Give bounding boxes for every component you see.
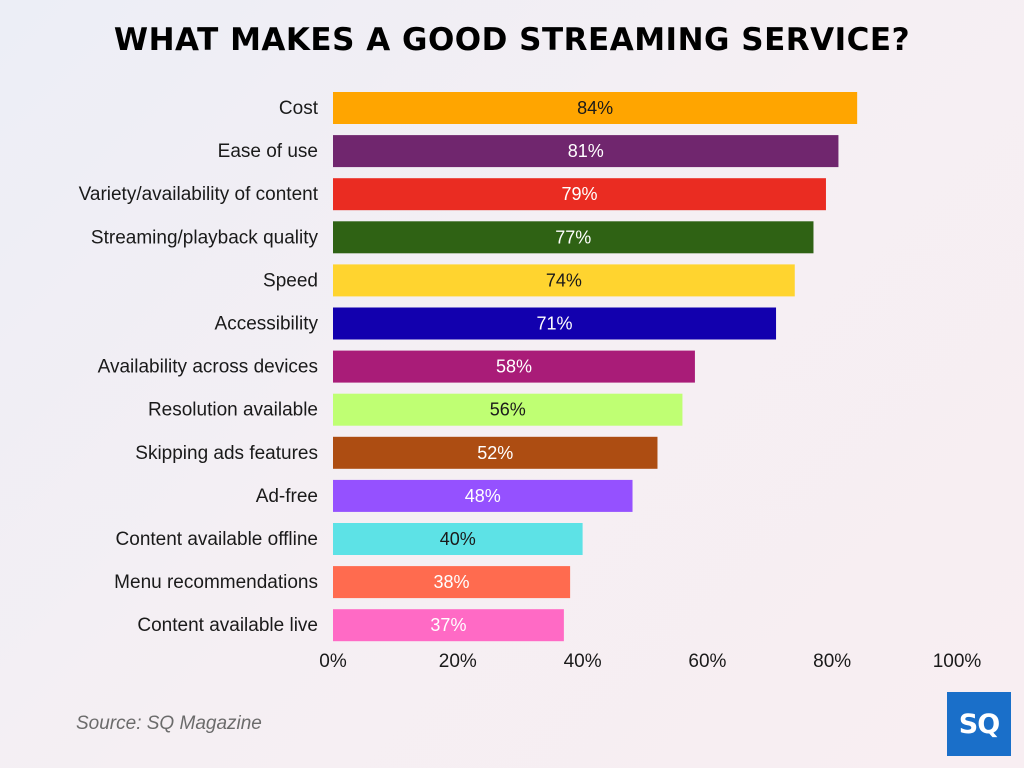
x-tick-label: 80% — [813, 651, 851, 672]
bar-value-label: 40% — [440, 529, 476, 549]
category-label: Accessibility — [215, 314, 319, 335]
category-label: Skipping ads features — [135, 443, 318, 464]
bar-value-label: 84% — [577, 98, 613, 118]
bar-value-label: 58% — [496, 357, 532, 377]
category-labels: Cost Ease of use Variety/availability of c… — [79, 98, 319, 636]
bar-availability-across-devices — [333, 350, 695, 383]
category-label: Ad-free — [256, 486, 318, 507]
category-label: Variety/availability of content — [79, 184, 319, 205]
bar-value-label: 77% — [555, 227, 591, 247]
bar-streaming-playback-quality — [333, 221, 814, 254]
bar-value-label: 81% — [568, 141, 604, 161]
bar-menu-recommendations — [333, 566, 571, 599]
x-tick-label: 0% — [319, 651, 347, 672]
category-label: Availability across devices — [98, 357, 318, 378]
source-note: Source: SQ Magazine — [76, 713, 262, 734]
bar-speed — [333, 264, 795, 297]
category-label: Streaming/playback quality — [91, 227, 319, 248]
bar-content-available-live — [333, 609, 564, 642]
bar-value-label: 79% — [561, 184, 597, 204]
bar-value-label: 37% — [430, 615, 466, 635]
x-tick-label: 40% — [564, 651, 602, 672]
bar-resolution-available — [333, 393, 683, 426]
x-axis-ticks: 0% 20% 40% 60% 80% 100% — [319, 651, 981, 672]
sq-logo: SQ — [947, 692, 1011, 756]
bar-ease-of-use — [333, 135, 839, 168]
bars-layer: 84% 81% 79% 77% 74% 71% 58% 56% 52% 48% 40% 38% 37% — [333, 92, 858, 642]
category-label: Ease of use — [218, 141, 318, 162]
x-tick-label: 20% — [439, 651, 477, 672]
category-label: Resolution available — [148, 400, 318, 421]
bar-value-label: 38% — [434, 572, 470, 592]
x-tick-label: 60% — [688, 651, 726, 672]
category-label: Cost — [279, 98, 319, 119]
bar-content-available-offline — [333, 523, 583, 555]
bar-ad-free — [333, 479, 633, 512]
chart-title: WHAT MAKES A GOOD STREAMING SERVICE? — [113, 22, 911, 58]
x-tick-label: 100% — [933, 651, 982, 672]
category-label: Speed — [263, 270, 318, 291]
bar-skipping-ads-features — [333, 436, 658, 469]
bar-value-label: 52% — [477, 443, 513, 463]
bar-accessibility — [333, 307, 777, 340]
bar-value-label: 74% — [546, 270, 582, 290]
category-label: Content available offline — [116, 529, 318, 550]
bar-value-label: 56% — [490, 400, 526, 420]
bar-value-label: 48% — [465, 486, 501, 506]
bar-variety-availability-of-content — [333, 178, 826, 211]
bar-cost — [333, 92, 858, 124]
category-label: Menu recommendations — [114, 572, 318, 593]
category-label: Content available live — [137, 615, 318, 636]
bar-value-label: 71% — [537, 314, 573, 334]
